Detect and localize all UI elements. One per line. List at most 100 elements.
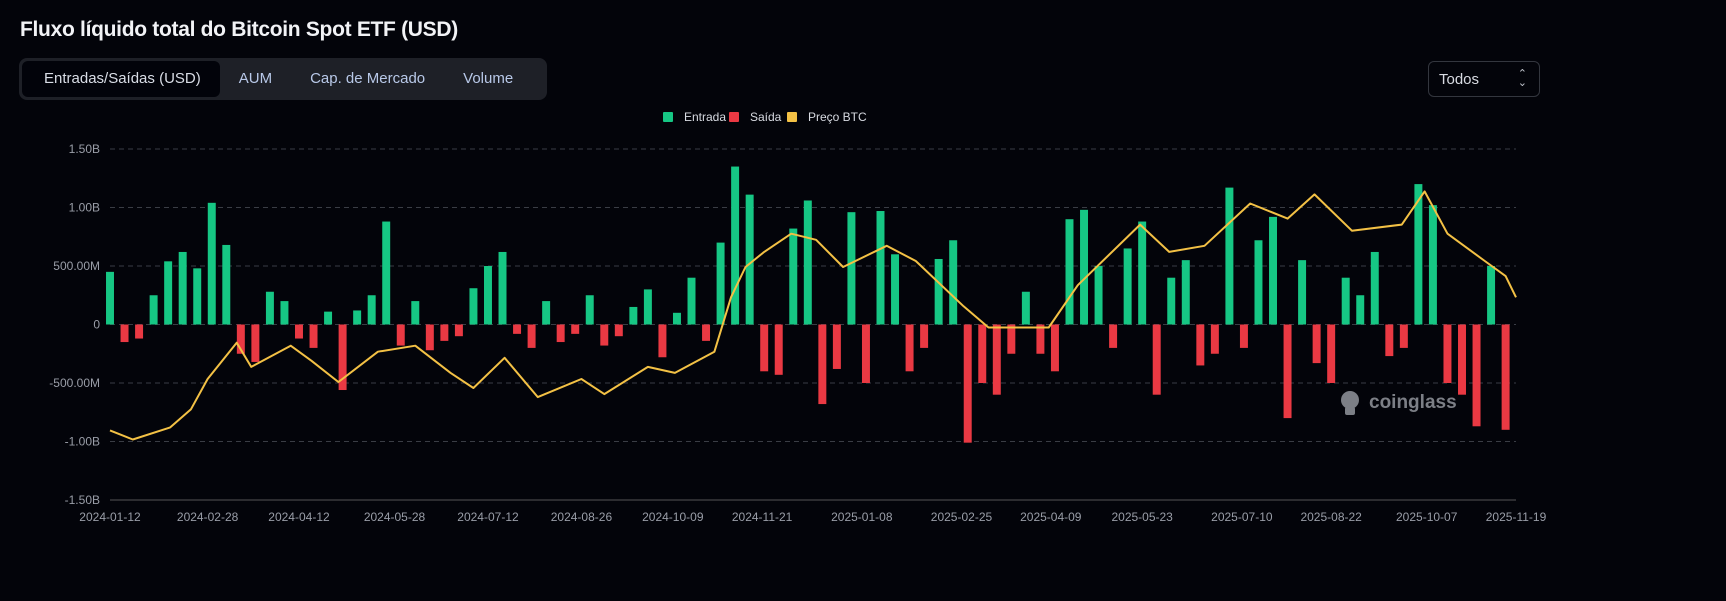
inflow-bar (687, 277, 696, 325)
inflow-bar (585, 295, 594, 325)
inflow-bar (716, 242, 725, 325)
x-tick-label: 2024-01-12 (79, 510, 141, 524)
outflow-bar (1327, 324, 1336, 383)
inflow-bar (745, 194, 754, 325)
inflow-bar (891, 254, 900, 325)
outflow-bar (1007, 324, 1016, 354)
y-tick-label: -500.00M (49, 376, 100, 390)
outflow-bar (440, 324, 449, 341)
x-tick-label: 2024-02-28 (177, 510, 239, 524)
x-tick-label: 2025-04-09 (1020, 510, 1082, 524)
outflow-bar (1399, 324, 1408, 348)
outflow-bar (963, 324, 972, 443)
x-tick-label: 2025-08-22 (1300, 510, 1362, 524)
y-tick-label: -1.50B (65, 493, 100, 507)
page-title: Fluxo líquido total do Bitcoin Spot ETF … (20, 18, 458, 41)
inflow-bar (1065, 219, 1074, 325)
tab-aum[interactable]: AUM (238, 70, 273, 87)
x-tick-label: 2025-11-19 (1486, 510, 1547, 524)
outflow-bar (832, 324, 841, 369)
outflow-bar (295, 324, 303, 339)
outflow-bar (1239, 324, 1248, 348)
inflow-bar (193, 268, 202, 325)
outflow-bar (396, 324, 405, 346)
outflow-bar (120, 324, 129, 343)
x-tick-label: 2024-08-26 (551, 510, 613, 524)
inflow-bar (382, 221, 391, 325)
y-tick-label: 500.00M (53, 259, 100, 273)
outflow-bar (556, 324, 565, 343)
outflow-bar (658, 324, 667, 358)
inflow-bar (934, 258, 943, 325)
outflow-bar (702, 324, 711, 341)
outflow-bar (1050, 324, 1059, 372)
outflow-bar (774, 324, 783, 375)
outflow-bar (1196, 324, 1205, 366)
legend-label: Entrada (684, 110, 726, 124)
outflow-bar (920, 324, 929, 348)
outflow-bar (861, 324, 870, 383)
watermark-text: coinglass (1369, 392, 1457, 413)
outflow-bar (425, 324, 434, 351)
x-tick-label: 2025-07-10 (1211, 510, 1273, 524)
coinglass-watermark: coinglass (1337, 389, 1457, 417)
outflow-bar (992, 324, 1001, 395)
legend-swatch (729, 112, 739, 122)
inflow-bar (1487, 266, 1496, 325)
outflow-bar (1152, 324, 1161, 395)
legend-swatch (663, 112, 673, 122)
inflow-bar (164, 261, 173, 325)
legend-label: Saída (750, 110, 782, 124)
inflow-bar (1138, 221, 1147, 325)
outflow-bar (571, 324, 580, 334)
outflow-bar (614, 324, 623, 337)
inflow-bar (265, 291, 274, 325)
inflow-bar (469, 288, 478, 325)
outflow-bar (309, 324, 318, 348)
inflow-bar (731, 166, 740, 325)
inflow-bar (803, 200, 812, 325)
range-select[interactable]: Todos ⌃ ⌄ (1428, 61, 1540, 97)
x-tick-label: 2025-10-07 (1396, 510, 1458, 524)
y-tick-label: -1.00B (65, 435, 100, 449)
tab-inflows-outflows[interactable]: Entradas/Saídas (USD) (22, 61, 220, 97)
outflow-bar (1036, 324, 1045, 354)
outflow-bar (513, 324, 522, 334)
inflow-bar (1370, 251, 1379, 325)
inflow-bar (629, 306, 638, 325)
inflow-bar (149, 295, 158, 325)
inflow-bar (1414, 184, 1423, 325)
inflow-bar (949, 240, 958, 325)
inflow-bar (1298, 260, 1307, 325)
btc-price-line (109, 190, 1517, 441)
outflow-bar (251, 324, 260, 362)
outflow-bar (818, 324, 827, 405)
inflow-bar (1254, 240, 1263, 325)
x-tick-label: 2024-10-09 (642, 510, 704, 524)
inflow-bar (353, 310, 362, 325)
inflow-bar (106, 271, 114, 325)
inflow-bar (1356, 295, 1365, 325)
inflow-bar (789, 228, 798, 325)
inflow-bar (643, 289, 652, 325)
outflow-bar (978, 324, 987, 383)
x-tick-label: 2024-04-12 (268, 510, 330, 524)
tab-market-cap[interactable]: Cap. de Mercado (310, 70, 426, 87)
inflow-bar (498, 251, 507, 325)
outflow-bar (1312, 324, 1321, 364)
outflow-bar (236, 324, 245, 354)
inflow-bar (1167, 277, 1176, 325)
legend-swatch (787, 112, 797, 122)
y-tick-label: 0 (93, 318, 100, 332)
inflow-bar (1094, 266, 1103, 325)
tab-volume[interactable]: Volume (463, 70, 514, 87)
inflow-bar (672, 312, 681, 325)
outflow-bar (454, 324, 463, 337)
outflow-bar (338, 324, 347, 391)
outflow-bar (135, 324, 144, 339)
inflow-bar (367, 295, 376, 325)
inflow-bar (1080, 209, 1089, 325)
outflow-bar (1501, 324, 1510, 430)
inflow-bar (1181, 260, 1190, 325)
